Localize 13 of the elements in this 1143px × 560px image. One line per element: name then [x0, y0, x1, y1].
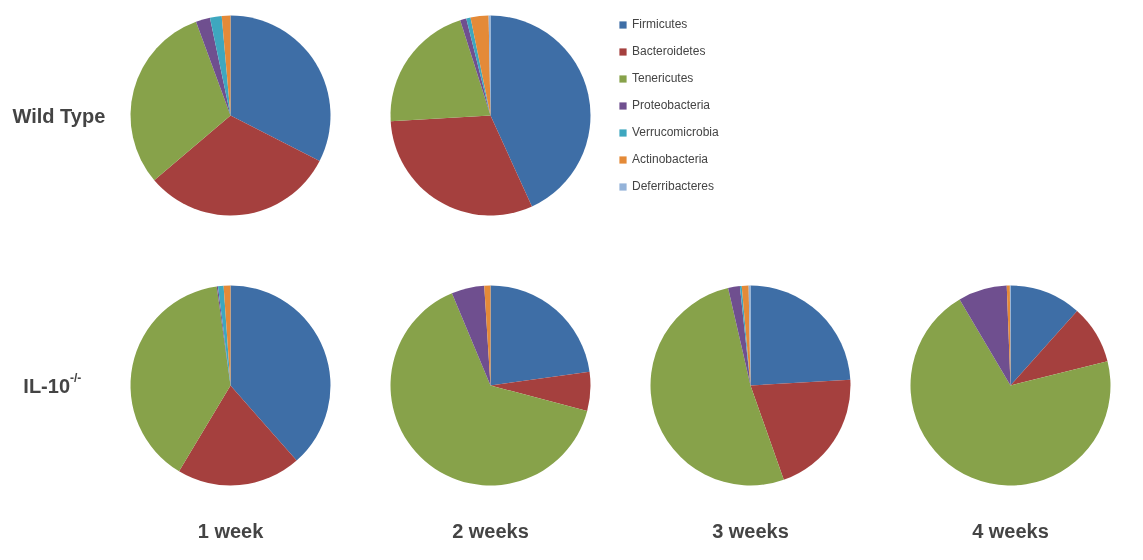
text: 1 week [197, 519, 265, 542]
text: 4 weeks [972, 519, 1049, 542]
text: 3 weeks [712, 519, 789, 542]
legend-label: Tenericutes [632, 70, 694, 87]
text: IL-10-/- [23, 370, 82, 397]
legend-label: Proteobacteria [632, 97, 711, 114]
legend-label: Firmicutes [632, 16, 688, 33]
text: Wild Type [12, 104, 106, 127]
legend-label: Deferribacteres [632, 178, 715, 195]
text: 2 weeks [452, 519, 529, 542]
legend-label: Bacteroidetes [632, 43, 706, 60]
legend-label: Actinobacteria [632, 151, 709, 168]
legend-label: Verrucomicrobia [632, 124, 719, 141]
